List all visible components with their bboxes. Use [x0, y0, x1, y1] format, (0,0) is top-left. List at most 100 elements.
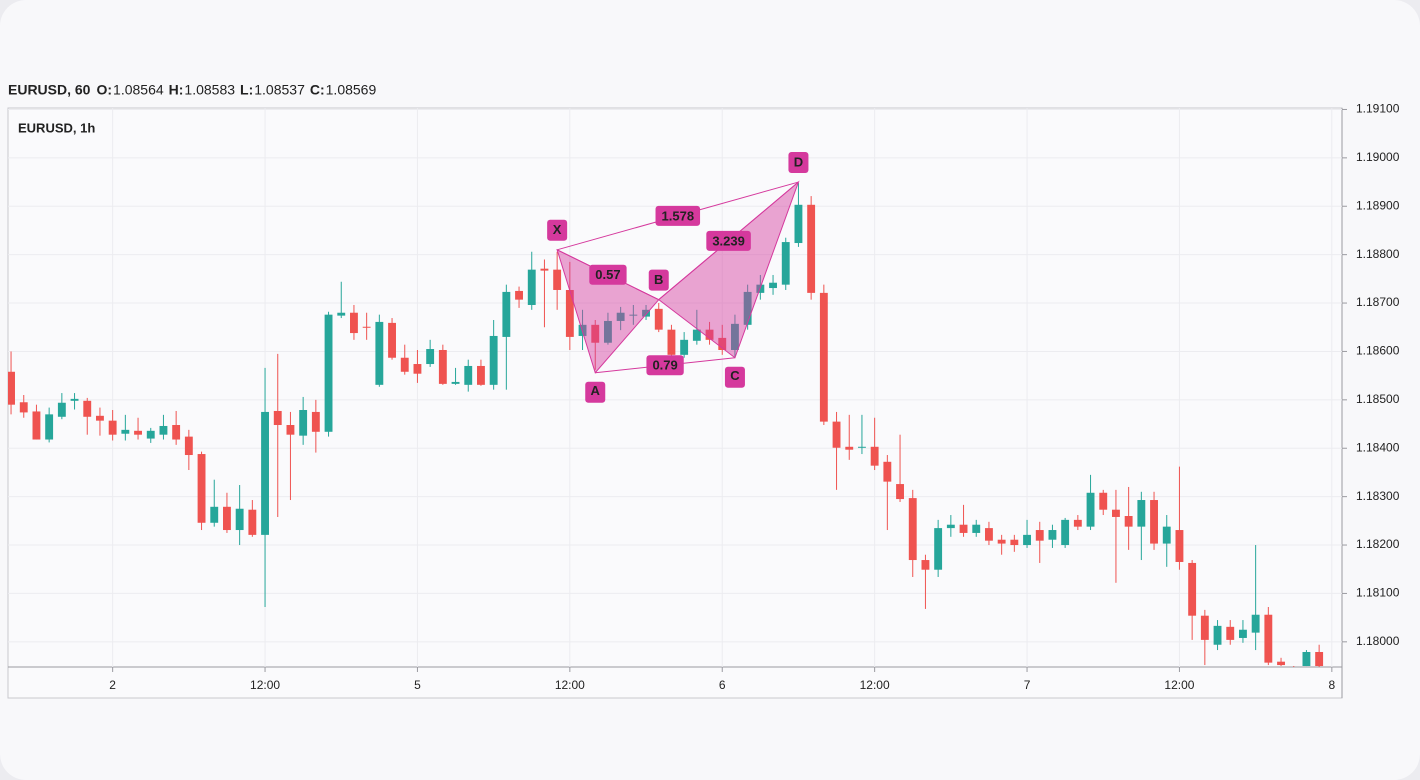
candle-body — [997, 539, 1006, 544]
candle-body — [1188, 562, 1197, 616]
point-label-box — [724, 366, 745, 388]
y-tick-label: 1.19100 — [1356, 102, 1400, 116]
candle-body — [210, 506, 219, 523]
candle-body — [1239, 629, 1247, 638]
candle-body — [1226, 626, 1235, 640]
header: EURUSD, 60 O: 1.08564 H: 1.08583 L: 1.08537 C: 1… — [8, 82, 376, 98]
candle-body — [286, 425, 295, 435]
candle-body — [832, 421, 841, 448]
candle-body — [769, 282, 777, 289]
candle-body — [45, 414, 54, 440]
candle-body — [70, 398, 79, 401]
y-tick-label: 1.18000 — [1356, 634, 1400, 648]
candle-body — [1061, 519, 1070, 546]
candle-body — [438, 349, 447, 384]
candle-body — [794, 204, 803, 244]
candle-body — [311, 411, 320, 432]
x-tick-label: 12:00 — [250, 678, 280, 692]
candle-body — [565, 289, 574, 337]
candle-body — [1086, 492, 1095, 527]
point-label-box — [547, 219, 568, 241]
candle-body — [1175, 530, 1184, 562]
x-tick-label: 7 — [1024, 678, 1031, 692]
ratio-label: 1.578 — [662, 208, 695, 223]
ratio-label: 0.57 — [595, 267, 620, 282]
candles — [8, 183, 1324, 667]
candle-body — [705, 329, 714, 340]
candle-body — [1112, 509, 1120, 517]
candle-body — [654, 308, 663, 330]
x-tick-label: 2 — [109, 678, 116, 692]
candle-body — [921, 560, 930, 570]
candle-body — [337, 312, 346, 316]
candle-body — [375, 321, 384, 385]
candle-body — [985, 528, 993, 541]
candle-body — [388, 322, 396, 358]
candle-body — [159, 425, 168, 435]
candle-body — [1124, 515, 1133, 527]
candle-body — [400, 357, 409, 372]
point-label: C — [730, 368, 740, 383]
candle-body — [819, 292, 828, 422]
ohlc-key: C: — [310, 82, 325, 98]
candle-body — [324, 314, 333, 432]
x-tick-label: 12:00 — [555, 678, 585, 692]
candle-body — [108, 420, 117, 435]
y-tick-label: 1.18700 — [1356, 295, 1400, 309]
candle-body — [553, 269, 562, 290]
candle-body — [248, 509, 257, 535]
candle-body — [502, 291, 511, 337]
candle-body — [680, 339, 689, 355]
candle-body — [96, 415, 104, 421]
y-tick-label: 1.18500 — [1356, 392, 1400, 406]
ratio-label-box — [655, 205, 701, 226]
candle-body — [172, 425, 181, 440]
point-label-box — [788, 152, 809, 174]
y-tick-label: 1.18100 — [1356, 586, 1400, 600]
candle-body — [235, 508, 244, 531]
ohlc-key: L: — [240, 82, 253, 98]
candle-body — [350, 312, 358, 334]
candle-body — [870, 446, 879, 466]
candle-body — [1315, 651, 1324, 667]
candle-body — [515, 290, 523, 300]
ratio-label: 3.239 — [712, 233, 745, 248]
candle-body — [121, 429, 130, 434]
candle-body — [184, 436, 193, 456]
candle-body — [1099, 492, 1108, 510]
x-tick-label: 6 — [719, 678, 726, 692]
candle-body — [743, 291, 752, 325]
symbol: EURUSD, 60 — [8, 82, 91, 98]
y-tick-label: 1.18600 — [1356, 344, 1400, 358]
plot-frame — [7, 107, 1343, 699]
candle-body — [731, 323, 739, 350]
candle-body — [134, 430, 142, 435]
candle-body — [1010, 539, 1019, 546]
candle-body — [718, 337, 727, 350]
ohlc-value: 1.08537 — [254, 82, 305, 98]
x-tick-label: 12:00 — [860, 678, 890, 692]
candle-body — [908, 498, 917, 561]
candle-body — [32, 411, 41, 440]
candle-body — [489, 335, 498, 385]
candle-body — [591, 324, 600, 343]
candle-body — [807, 204, 816, 293]
candle-body — [629, 314, 638, 316]
candle-body — [1137, 500, 1146, 527]
y-tick-label: 1.19000 — [1356, 150, 1400, 164]
ratio-label-box — [706, 230, 751, 251]
candle-body — [1035, 530, 1044, 541]
candle-body — [146, 430, 155, 439]
candle-body — [896, 484, 904, 500]
candle-body — [692, 329, 701, 341]
candle-body — [667, 329, 676, 355]
candle-body — [1023, 534, 1031, 546]
candle-body — [972, 524, 981, 533]
ohlc-value: 1.08583 — [184, 82, 235, 98]
point-label-box — [585, 381, 606, 403]
candle-body — [413, 364, 422, 374]
candle-body — [1200, 615, 1209, 640]
candle-body — [197, 454, 206, 523]
candle-body — [946, 524, 955, 529]
